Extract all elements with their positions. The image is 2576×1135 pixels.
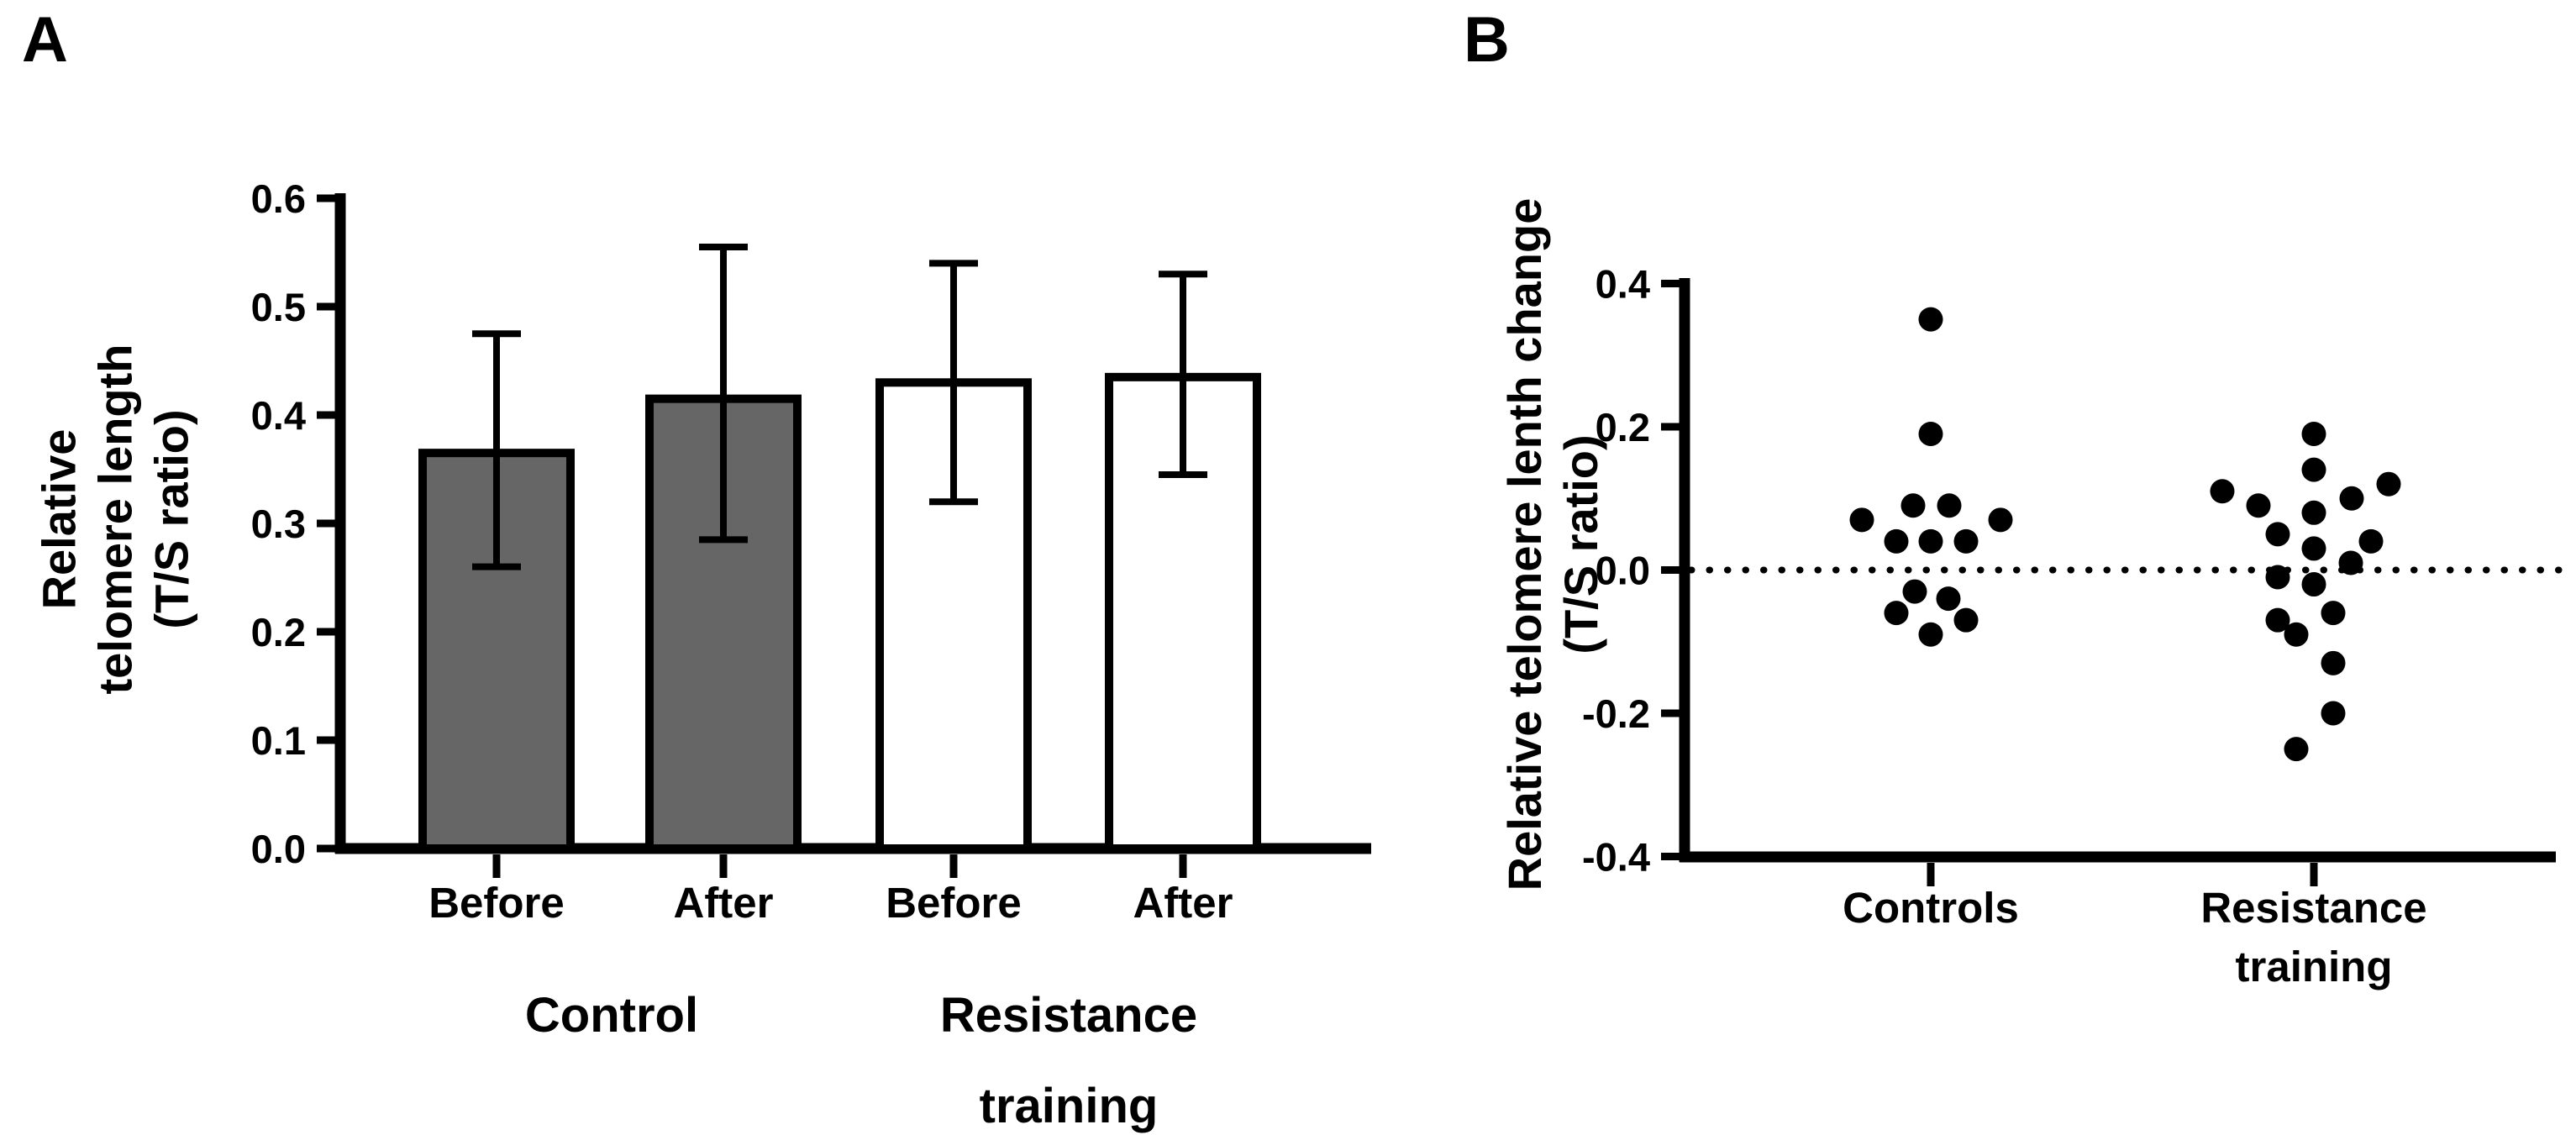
b-y-tick-label: -0.2: [1582, 691, 1650, 736]
scatter-point: [1884, 528, 1909, 554]
panel-b-y-title-line1: Relative telomere lenth change: [1498, 197, 1551, 891]
scatter-point: [1918, 307, 1943, 332]
scatter-point: [2301, 422, 2326, 447]
scatter-point: [2265, 607, 2290, 633]
scatter-point: [2246, 493, 2271, 518]
scatter-point: [2265, 565, 2290, 590]
scatter-point: [1953, 528, 1979, 554]
scatter-point: [2358, 528, 2384, 554]
scatter-point: [1918, 422, 1943, 447]
a-y-tick-label: 0.0: [251, 827, 306, 871]
a-y-tick-label: 0.2: [251, 610, 306, 654]
panel-b-y-title-line2: (T/S ratio): [1554, 434, 1607, 654]
a-y-tick-label: 0.3: [251, 502, 306, 546]
scatter-point: [1937, 493, 1962, 518]
scatter-point: [2321, 701, 2346, 726]
panel-a-y-title-line1: Relative: [32, 428, 86, 610]
a-y-tick-label: 0.5: [251, 285, 306, 329]
scatter-point: [2301, 536, 2326, 561]
panel-a-y-title-line3: (T/S ratio): [145, 409, 198, 629]
panel-a-y-title-line2: telomere length: [88, 344, 142, 695]
a-y-tick-label: 0.4: [251, 393, 306, 438]
scatter-point: [2321, 650, 2346, 675]
a-group-label: Control: [525, 988, 698, 1043]
a-category-label: After: [673, 879, 773, 927]
panel-b-y-axis-title: Relative telomere lenth change (T/S rati…: [1496, 198, 1609, 891]
a-y-tick-label: 0.6: [251, 176, 306, 221]
scatter-point: [1902, 579, 1927, 604]
scatter-point: [2301, 572, 2326, 597]
a-group-label: training: [980, 1079, 1159, 1133]
b-group-label: Resistance: [2200, 884, 2426, 932]
b-group-label: Controls: [1843, 884, 2019, 932]
scatter-point: [1918, 622, 1943, 647]
scatter-point: [1849, 507, 1874, 533]
a-category-label: After: [1133, 879, 1233, 927]
scatter-point: [2321, 601, 2346, 626]
scatter-point: [1936, 586, 1961, 612]
panel-b-letter: B: [1464, 4, 1510, 76]
a-category-label: Before: [886, 879, 1022, 927]
b-y-tick-label: 0.0: [1596, 549, 1650, 593]
b-y-tick-label: -0.4: [1582, 835, 1650, 880]
a-y-tick-label: 0.1: [251, 718, 306, 763]
b-y-tick-label: 0.2: [1596, 405, 1650, 449]
scatter-point: [2339, 486, 2364, 511]
scatter-point: [2301, 500, 2326, 525]
b-y-tick-label: 0.4: [1596, 262, 1650, 307]
scatter-point: [1884, 601, 1909, 626]
scatter-point: [1918, 528, 1943, 554]
scatter-point: [2284, 737, 2309, 762]
panel-a-letter: A: [22, 4, 68, 76]
scatter-point: [1953, 607, 1979, 633]
a-category-label: Before: [428, 879, 565, 927]
scatter-point: [1900, 493, 1926, 518]
a-group-label: Resistance: [940, 988, 1197, 1043]
scatter-point: [2284, 622, 2309, 647]
scatter-point: [2265, 522, 2290, 547]
scatter-point: [2301, 457, 2326, 482]
b-group-label: training: [2236, 943, 2393, 990]
scatter-point: [2338, 550, 2363, 575]
panel-a-y-axis-title: Relative telomere length (T/S ratio): [31, 344, 200, 695]
scatter-point: [2210, 479, 2235, 504]
scatter-point: [1988, 507, 2013, 533]
scatter-point: [2376, 471, 2401, 497]
